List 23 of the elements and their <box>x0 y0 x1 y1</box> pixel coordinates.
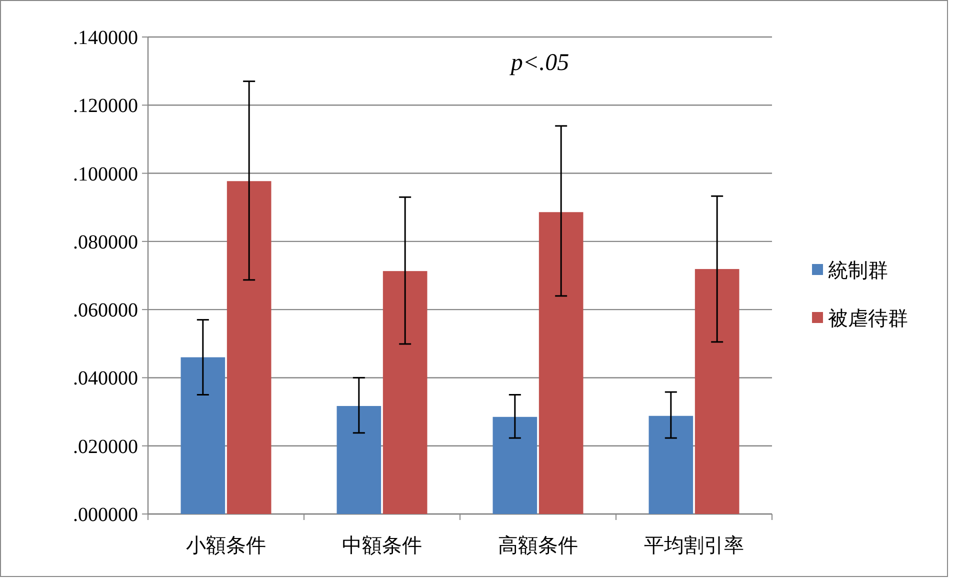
annotation: p<.05 <box>508 50 570 76</box>
y-tick-label: .100000 <box>73 163 138 186</box>
legend-label: 被虐待群 <box>828 308 908 330</box>
legend-label: 統制群 <box>828 260 888 282</box>
bar <box>648 416 694 514</box>
x-tick-label: 高額条件 <box>498 534 578 557</box>
x-tick-label: 中額条件 <box>342 535 422 557</box>
y-tick-label: .040000 <box>73 368 138 390</box>
bar <box>382 271 428 514</box>
bar <box>226 181 272 514</box>
bar <box>492 416 538 514</box>
bar <box>336 406 382 514</box>
x-tick-label: 小額条件 <box>186 535 266 557</box>
bar <box>538 212 584 514</box>
y-tick-label: .140000 <box>73 27 138 49</box>
bar <box>180 357 226 514</box>
y-tick-label: .080000 <box>73 231 138 254</box>
x-tick-label: 平均割引率 <box>644 535 744 557</box>
bar <box>694 269 740 514</box>
y-tick-label: .000000 <box>73 504 138 526</box>
y-tick-label: .020000 <box>73 436 138 458</box>
y-tick-label: .120000 <box>73 95 138 118</box>
y-tick-label: .060000 <box>73 300 138 322</box>
